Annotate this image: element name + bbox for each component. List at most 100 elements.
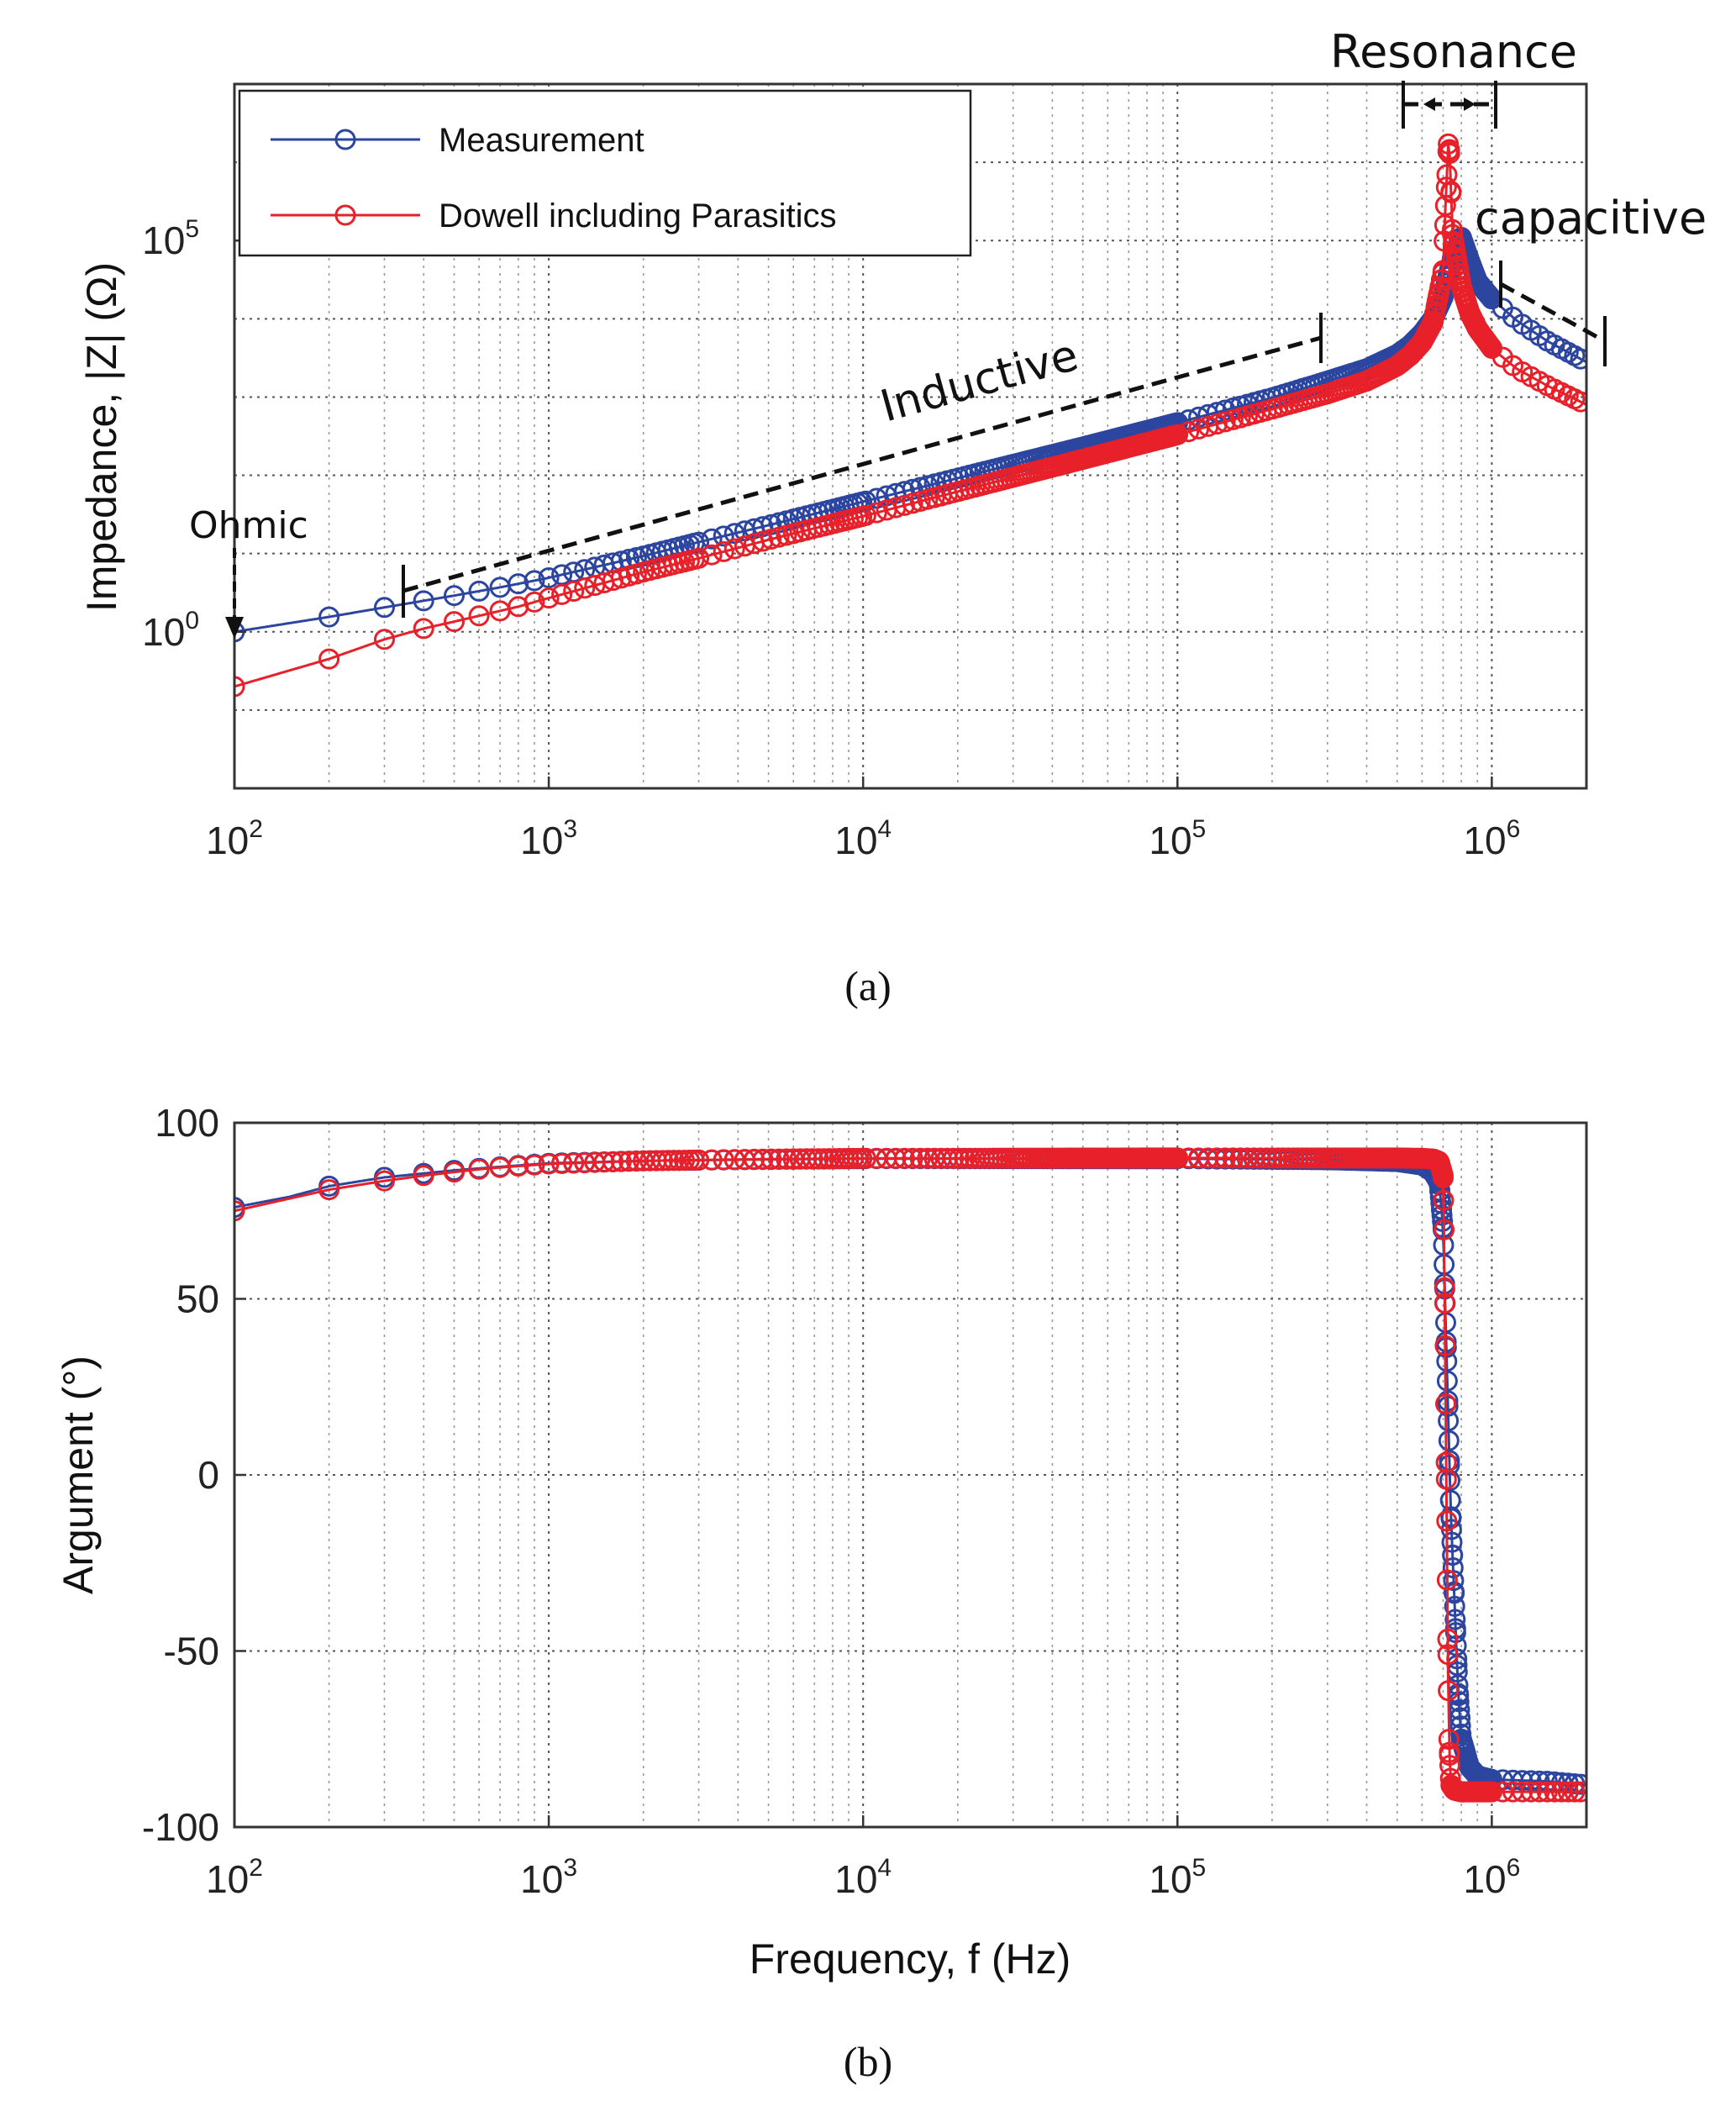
data-point — [1432, 1210, 1454, 1232]
data-point — [1438, 1430, 1460, 1451]
panel-a-series — [234, 133, 1586, 698]
data-point — [602, 1151, 623, 1172]
data-point — [523, 591, 545, 613]
data-point — [1437, 140, 1459, 162]
data-point — [1570, 348, 1586, 370]
data-point — [943, 1147, 965, 1169]
data-point — [1167, 1147, 1189, 1169]
data-point — [374, 597, 395, 619]
data-point — [760, 1148, 782, 1170]
y-tick-label: 105 — [142, 215, 199, 262]
data-point — [760, 529, 782, 550]
data-point — [1214, 411, 1236, 433]
data-point — [318, 648, 340, 670]
legend-box — [238, 89, 972, 257]
data-point — [1564, 1781, 1586, 1803]
data-point — [523, 570, 545, 592]
data-point — [813, 1148, 834, 1170]
data-point — [1449, 1707, 1470, 1729]
data-point — [713, 1149, 734, 1171]
data-point — [855, 1147, 876, 1169]
data-point — [1444, 1595, 1465, 1617]
legend-marker-dowell — [334, 204, 356, 226]
data-point — [651, 1150, 673, 1172]
data-point — [1438, 1729, 1460, 1751]
data-point — [444, 611, 465, 633]
data-point — [1557, 1781, 1579, 1803]
legend-entry-measurement: Measurement — [271, 122, 644, 159]
data-point — [885, 1147, 907, 1169]
data-point — [234, 676, 245, 698]
data-point — [413, 590, 434, 612]
data-point — [1437, 1644, 1459, 1666]
data-point — [1442, 1544, 1464, 1566]
data-point — [1536, 1771, 1558, 1792]
legend-marker-measurement — [334, 129, 356, 150]
data-point — [768, 1148, 790, 1170]
data-point — [752, 1148, 774, 1170]
panel-b-grid — [234, 1123, 1587, 1827]
data-point — [1528, 1781, 1550, 1803]
panel-b: 102 103 104 105 106 100 50 0 -50 -100 Argument (… — [55, 1101, 1588, 2085]
data-point — [574, 577, 596, 599]
series-markers-dowell — [234, 133, 1586, 698]
data-point — [1437, 1395, 1459, 1417]
data-point — [1440, 1506, 1462, 1528]
data-point — [1432, 1165, 1454, 1186]
data-point — [1444, 1609, 1466, 1630]
data-point — [1440, 181, 1462, 203]
data-point — [713, 525, 734, 547]
data-point — [1478, 285, 1500, 307]
data-point — [1436, 1510, 1458, 1532]
data-point — [752, 530, 774, 552]
data-point — [468, 1158, 490, 1180]
data-point — [593, 1151, 615, 1173]
data-point — [1435, 1468, 1457, 1490]
data-point — [1435, 1451, 1457, 1473]
data-point — [663, 1150, 685, 1172]
data-point — [625, 1151, 647, 1172]
data-point — [444, 585, 465, 607]
data-point — [723, 523, 745, 545]
data-point — [744, 1148, 765, 1170]
data-point — [902, 1147, 923, 1169]
ohmic-arrow-icon — [225, 617, 244, 639]
data-point — [1436, 1569, 1458, 1591]
data-point — [1544, 1781, 1565, 1803]
data-point — [1255, 1147, 1277, 1169]
data-point — [808, 1148, 829, 1170]
data-point — [1433, 1189, 1455, 1211]
data-point — [909, 1147, 931, 1169]
data-point — [893, 1147, 915, 1169]
data-point — [610, 567, 632, 589]
data-point — [1449, 1698, 1470, 1720]
data-point — [1439, 1755, 1460, 1777]
data-point — [855, 490, 876, 512]
data-point — [1454, 1781, 1476, 1803]
annotation-resonance-label: Resonance — [1330, 25, 1577, 78]
data-point — [1445, 246, 1467, 268]
data-point — [318, 606, 340, 628]
data-point — [1435, 1393, 1456, 1414]
data-point — [618, 1151, 640, 1172]
data-point — [776, 1148, 797, 1170]
data-point — [1441, 1531, 1463, 1553]
annotation-ohmic: Ohmic — [189, 504, 308, 639]
data-point — [1438, 1680, 1460, 1702]
data-point — [1434, 195, 1456, 216]
data-point — [1481, 1781, 1502, 1803]
annotation-capacitive-label: capacitive — [1475, 192, 1707, 245]
x-tick-label: 105 — [1149, 1854, 1206, 1901]
data-point — [688, 1149, 710, 1171]
data-point — [1442, 1557, 1464, 1578]
data-point — [508, 1156, 529, 1177]
data-point — [701, 528, 723, 550]
panel-b-y-axis-label: Argument (°) — [55, 1356, 102, 1594]
data-point — [1441, 219, 1463, 240]
data-point — [954, 1147, 976, 1169]
series-markers-measurement — [234, 1148, 1586, 1795]
data-point — [318, 1179, 340, 1201]
panel-a-caption: (a) — [844, 962, 892, 1009]
x-tick-label: 104 — [834, 1854, 892, 1901]
